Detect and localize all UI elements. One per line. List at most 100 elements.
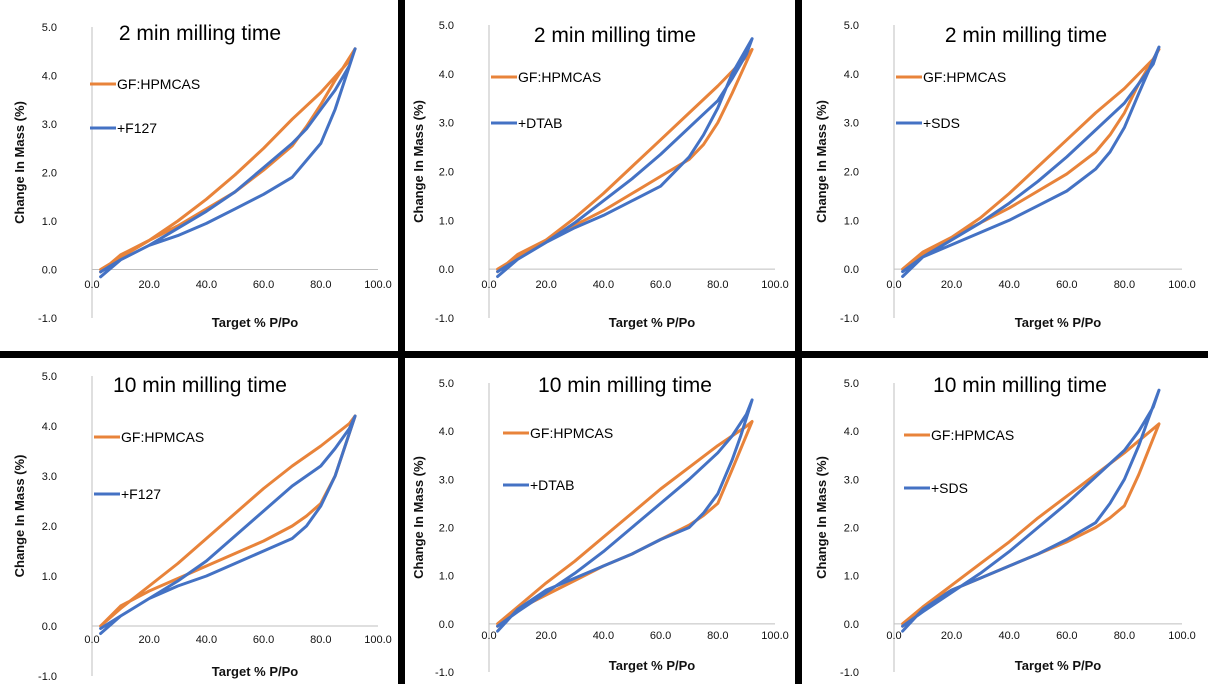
x-tick-label: 100.0 [1168, 630, 1196, 642]
y-tick-label: 3.0 [439, 118, 454, 130]
y-tick-label: 0.0 [844, 264, 859, 276]
y-tick-label: 5.0 [439, 20, 454, 32]
series-line-base [99, 414, 357, 628]
x-tick-label: 80.0 [707, 279, 728, 291]
x-tick-label: 60.0 [253, 279, 274, 291]
chart-panel-5: 5.0 4.0 3.0 2.0 1.0 0.0 -1.0 0.0 20.0 40.0 60.0 80.… [405, 358, 795, 684]
legend-label: +SDS [931, 480, 968, 496]
y-tick-label: 5.0 [844, 378, 859, 390]
y-tick-label: 5.0 [42, 22, 57, 34]
horizontal-divider [0, 351, 1208, 358]
series-line-additive [99, 414, 357, 635]
vertical-divider-right [795, 0, 802, 684]
series-line-base [496, 47, 754, 274]
chart-title: 2 min milling time [534, 24, 696, 47]
series-line-base [99, 47, 357, 274]
y-tick-label: 4.0 [42, 71, 57, 83]
y-tick-label: -1.0 [435, 667, 454, 679]
y-axis-title: Change In Mass (%) [12, 455, 27, 578]
y-tick-label: 5.0 [844, 20, 859, 32]
y-tick-label: 2.0 [42, 168, 57, 180]
y-tick-label: 4.0 [439, 69, 454, 81]
y-tick-label: 0.0 [439, 619, 454, 631]
x-tick-label: 80.0 [1114, 630, 1135, 642]
chart-panel-4: 5.0 4.0 3.0 2.0 1.0 0.0 -1.0 0.0 20.0 40.0 60.0 80.… [0, 358, 398, 684]
y-tick-label: 3.0 [844, 474, 859, 486]
series-line-additive [496, 398, 754, 633]
y-tick-label: 5.0 [439, 378, 454, 390]
x-tick-label: 20.0 [535, 279, 556, 291]
x-tick-label: 20.0 [941, 630, 962, 642]
y-tick-label: 4.0 [439, 426, 454, 438]
y-tick-label: 2.0 [42, 521, 57, 533]
x-tick-label: 60.0 [1056, 630, 1077, 642]
legend-label: GF:HPMCAS [923, 69, 1006, 85]
x-tick-label: 100.0 [1168, 279, 1196, 291]
chart-svg: 5.0 4.0 3.0 2.0 1.0 0.0 -1.0 0.0 20.0 40.0 60.0 80.… [814, 374, 1196, 679]
chart-svg: 5.0 4.0 3.0 2.0 1.0 0.0 -1.0 0.0 20.0 40.0 60.0 80.… [411, 374, 789, 679]
chart-title: 10 min milling time [113, 374, 287, 397]
x-tick-label: 100.0 [364, 279, 392, 291]
x-tick-label: 100.0 [364, 634, 392, 646]
x-axis-title: Target % P/Po [1015, 315, 1102, 330]
series-line-additive [901, 388, 1161, 633]
chart-title: 2 min milling time [119, 22, 281, 45]
y-tick-label: 3.0 [42, 119, 57, 131]
y-tick-label: 3.0 [42, 471, 57, 483]
series-line-additive [496, 37, 754, 278]
x-tick-label: 80.0 [707, 630, 728, 642]
x-tick-label: 0.0 [84, 279, 99, 291]
y-tick-label: 2.0 [439, 167, 454, 179]
y-axis-title: Change In Mass (%) [814, 100, 829, 223]
chart-title: 10 min milling time [538, 374, 712, 397]
y-tick-label: 0.0 [439, 264, 454, 276]
x-tick-label: 40.0 [196, 634, 217, 646]
vertical-divider-left [398, 0, 405, 684]
legend-label: +SDS [923, 115, 960, 131]
y-tick-label: 1.0 [439, 215, 454, 227]
series-line-additive [901, 45, 1161, 278]
y-tick-label: 1.0 [844, 571, 859, 583]
y-tick-label: 2.0 [844, 167, 859, 179]
chart-panel-3: 5.0 4.0 3.0 2.0 1.0 0.0 -1.0 0.0 20.0 40.0 60.0 80.… [802, 0, 1208, 351]
y-tick-label: 1.0 [42, 216, 57, 228]
x-tick-label: 80.0 [310, 634, 331, 646]
x-tick-label: 60.0 [253, 634, 274, 646]
legend-label: GF:HPMCAS [530, 425, 613, 441]
legend-label: +F127 [117, 120, 157, 136]
x-axis-title: Target % P/Po [609, 315, 696, 330]
y-tick-label: 0.0 [42, 621, 57, 633]
y-tick-label: -1.0 [38, 313, 57, 325]
legend-label: +DTAB [530, 477, 574, 493]
y-tick-label: 2.0 [844, 523, 859, 535]
x-tick-label: 80.0 [310, 279, 331, 291]
y-tick-label: 0.0 [42, 265, 57, 277]
chart-panel-1: 5.0 4.0 3.0 2.0 1.0 0.0 -1.0 0.0 20.0 40.0 60.0 80.… [0, 0, 398, 351]
y-tick-label: 1.0 [42, 571, 57, 583]
y-tick-label: 3.0 [439, 474, 454, 486]
y-tick-label: 1.0 [439, 571, 454, 583]
x-tick-label: 100.0 [761, 279, 789, 291]
y-axis-title: Change In Mass (%) [814, 456, 829, 579]
x-tick-label: 40.0 [998, 279, 1019, 291]
x-tick-label: 60.0 [650, 630, 671, 642]
y-tick-label: -1.0 [840, 313, 859, 325]
x-tick-label: 20.0 [138, 279, 159, 291]
legend-label: GF:HPMCAS [121, 429, 204, 445]
x-tick-label: 0.0 [886, 630, 901, 642]
x-tick-label: 0.0 [84, 634, 99, 646]
chart-svg: 5.0 4.0 3.0 2.0 1.0 0.0 -1.0 0.0 20.0 40.0 60.0 80.… [12, 371, 392, 683]
y-tick-label: 2.0 [439, 523, 454, 535]
chart-title: 2 min milling time [945, 24, 1107, 47]
y-tick-label: 1.0 [844, 215, 859, 227]
y-tick-label: 4.0 [844, 69, 859, 81]
x-axis-title: Target % P/Po [609, 658, 696, 673]
chart-svg: 5.0 4.0 3.0 2.0 1.0 0.0 -1.0 0.0 20.0 40.0 60.0 80.… [411, 20, 789, 330]
x-tick-label: 60.0 [1056, 279, 1077, 291]
y-tick-label: -1.0 [38, 671, 57, 683]
y-axis-title: Change In Mass (%) [411, 456, 426, 579]
y-tick-label: 0.0 [844, 619, 859, 631]
x-tick-label: 0.0 [481, 630, 496, 642]
y-tick-label: -1.0 [840, 667, 859, 679]
